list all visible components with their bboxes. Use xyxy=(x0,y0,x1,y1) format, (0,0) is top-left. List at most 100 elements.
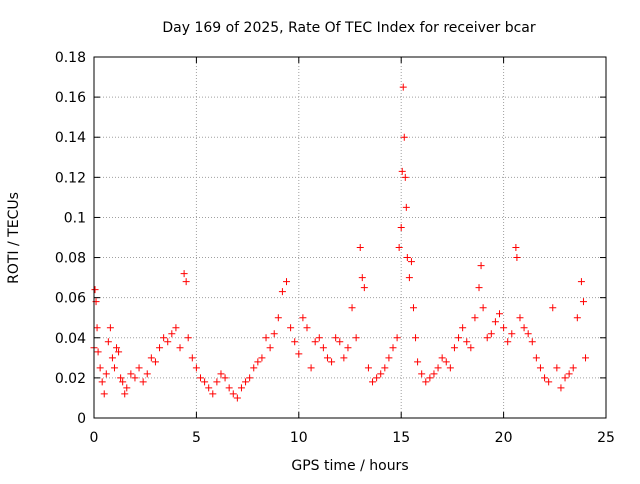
data-point xyxy=(409,304,417,312)
data-point xyxy=(168,330,176,338)
y-tick-label: 0.02 xyxy=(55,371,86,387)
data-point xyxy=(459,324,467,332)
data-point xyxy=(91,286,99,294)
data-point xyxy=(258,354,266,362)
data-point xyxy=(287,324,295,332)
data-point xyxy=(557,384,565,392)
data-point xyxy=(106,324,114,332)
data-point xyxy=(569,364,577,372)
data-point xyxy=(389,344,397,352)
plot-frame xyxy=(93,56,607,419)
x-tick-label: 10 xyxy=(290,430,308,446)
axis-ticks: 0 0.02 0.04 0.06 0.08 0.1 0.12 0.14 0.16 0.18 0 5 10… xyxy=(55,50,615,446)
data-point xyxy=(229,390,237,398)
data-point xyxy=(369,378,377,386)
data-point xyxy=(332,334,340,342)
data-point xyxy=(536,364,544,372)
data-point xyxy=(407,258,415,266)
data-point xyxy=(108,354,116,362)
data-point xyxy=(422,378,430,386)
data-point xyxy=(393,334,401,342)
data-point xyxy=(196,374,204,382)
data-point xyxy=(303,324,311,332)
data-point xyxy=(491,318,499,326)
data-point xyxy=(412,334,420,342)
data-point xyxy=(446,364,454,372)
data-point xyxy=(545,378,553,386)
data-point xyxy=(402,203,410,211)
data-point xyxy=(110,364,118,372)
data-point xyxy=(455,334,463,342)
data-point xyxy=(524,330,532,338)
data-point xyxy=(504,338,512,346)
y-tick-label: 0.12 xyxy=(55,170,86,186)
data-point xyxy=(532,354,540,362)
data-point xyxy=(541,374,549,382)
y-tick-label: 0.06 xyxy=(55,291,86,307)
data-point xyxy=(139,378,147,386)
x-axis-label: GPS time / hours xyxy=(291,458,408,474)
data-point xyxy=(520,324,528,332)
data-point xyxy=(477,262,485,270)
data-point xyxy=(463,338,471,346)
data-point xyxy=(450,344,458,352)
data-point xyxy=(115,348,123,356)
data-point xyxy=(360,284,368,292)
y-tick-label: 0.14 xyxy=(55,130,86,146)
data-point xyxy=(278,288,286,296)
data-point xyxy=(401,173,409,181)
x-tick-label: 15 xyxy=(392,430,410,446)
x-tick-label: 0 xyxy=(90,430,99,446)
data-point xyxy=(479,304,487,312)
data-point xyxy=(438,354,446,362)
data-point xyxy=(434,364,442,372)
data-point xyxy=(358,274,366,282)
data-point xyxy=(414,358,422,366)
data-point xyxy=(442,358,450,366)
data-point xyxy=(237,384,245,392)
data-point xyxy=(104,338,112,346)
data-point xyxy=(565,370,573,378)
data-point xyxy=(201,378,209,386)
data-point xyxy=(188,354,196,362)
data-point xyxy=(180,270,188,278)
data-point xyxy=(283,278,291,286)
data-point xyxy=(164,338,172,346)
data-point xyxy=(117,374,125,382)
data-point xyxy=(182,278,190,286)
data-point xyxy=(250,364,258,372)
data-point xyxy=(579,298,587,306)
data-point xyxy=(323,354,331,362)
data-point xyxy=(516,314,524,322)
data-point xyxy=(307,364,315,372)
data-point xyxy=(395,244,403,252)
data-point xyxy=(176,344,184,352)
y-tick-label: 0.16 xyxy=(55,90,86,106)
data-point xyxy=(93,324,101,332)
data-point xyxy=(205,384,213,392)
data-point xyxy=(471,314,479,322)
data-point xyxy=(340,354,348,362)
data-point xyxy=(496,310,504,318)
data-point xyxy=(319,344,327,352)
data-point xyxy=(405,274,413,282)
data-point xyxy=(328,358,336,366)
data-point xyxy=(475,284,483,292)
data-point xyxy=(573,314,581,322)
data-point xyxy=(399,83,407,91)
x-tick-label: 20 xyxy=(495,430,513,446)
data-point xyxy=(356,244,364,252)
data-point xyxy=(385,354,393,362)
data-point xyxy=(381,364,389,372)
y-axis-label: ROTI / TECUs xyxy=(6,192,22,284)
x-tick-label: 5 xyxy=(192,430,201,446)
data-point xyxy=(213,378,221,386)
data-point xyxy=(98,378,106,386)
y-tick-label: 0.08 xyxy=(55,251,86,267)
data-point xyxy=(577,278,585,286)
data-point xyxy=(352,334,360,342)
data-point xyxy=(127,370,135,378)
data-point xyxy=(225,384,233,392)
data-point xyxy=(500,324,508,332)
